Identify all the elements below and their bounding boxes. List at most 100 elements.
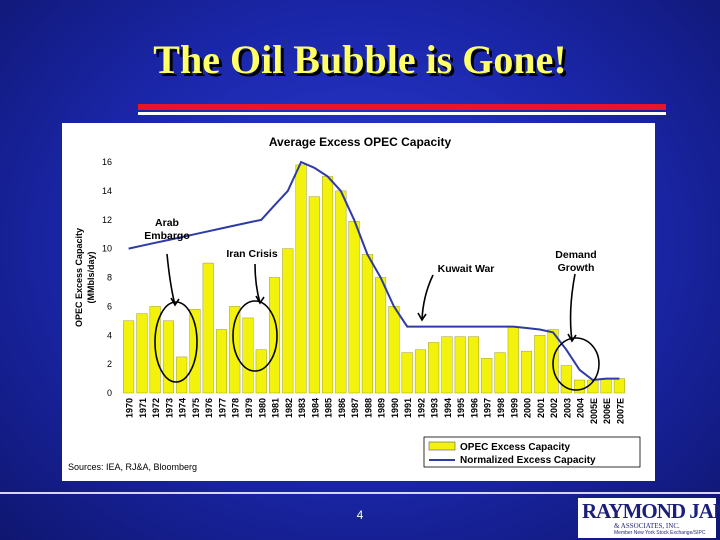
x-tick-label: 1973	[164, 398, 174, 418]
bar	[481, 358, 493, 394]
annotation-circle	[552, 337, 600, 391]
logo-name: RAYMOND JAMES	[582, 499, 720, 523]
bar	[123, 320, 135, 394]
x-tick-label: 1987	[350, 398, 360, 418]
bar	[282, 248, 294, 394]
annotation-label: Iran Crisis	[226, 248, 278, 260]
x-tick-label: 1974	[178, 398, 188, 418]
bar	[189, 309, 201, 394]
legend-label-line: Normalized Excess Capacity	[460, 455, 596, 466]
x-tick-label: 1997	[483, 398, 493, 418]
bar	[600, 378, 612, 394]
annotation-arrow	[166, 253, 176, 306]
logo-subtitle: & ASSOCIATES, INC.	[614, 522, 680, 530]
bar	[242, 317, 254, 394]
y-tick-label: 10	[102, 244, 112, 254]
annotation-label: Embargo	[144, 230, 190, 242]
bar	[295, 164, 307, 394]
bar	[507, 326, 519, 394]
bar	[441, 336, 453, 394]
annotation-label: Growth	[558, 262, 595, 274]
x-tick-label: 2003	[562, 398, 572, 418]
bar	[335, 190, 347, 394]
bars	[123, 164, 625, 394]
chart-panel: Average Excess OPEC Capacity OPEC Excess…	[62, 123, 655, 481]
legend-swatch-bar	[428, 441, 456, 451]
x-tick-label: 2002	[549, 398, 559, 418]
x-tick-label: 1972	[151, 398, 161, 418]
x-tick-label: 2006E	[602, 398, 612, 424]
x-tick-label: 2004	[576, 398, 586, 418]
x-tick-label: 1980	[257, 398, 267, 418]
x-tick-label: 1981	[271, 398, 281, 418]
x-tick-label: 1993	[430, 398, 440, 418]
logo-tagline: Member New York Stock Exchange/SIPC	[614, 530, 706, 536]
x-tick-label: 1970	[125, 398, 135, 418]
annotation-arrowhead	[567, 333, 577, 343]
annotation-label: Arab	[155, 217, 179, 229]
bar	[613, 378, 625, 394]
y-tick-label: 16	[102, 157, 112, 167]
x-tick-label: 1988	[363, 398, 373, 418]
chart-source: Sources: IEA, RJ&A, Bloomberg	[68, 462, 197, 472]
bar	[162, 320, 174, 394]
x-tick-label: 2005E	[589, 398, 599, 424]
x-tick-label: 1996	[469, 398, 479, 418]
annotation-label: Demand	[555, 249, 596, 261]
x-tick-label: 1971	[138, 398, 148, 418]
bar	[136, 313, 148, 394]
y-axis-title: OPEC Excess Capacity (MMbls/day)	[74, 228, 96, 327]
x-tick-label: 1989	[377, 398, 387, 418]
x-tick-label: 2007E	[615, 398, 625, 424]
legend-label-bar: OPEC Excess Capacity	[460, 442, 570, 453]
y-axis-title-line: OPEC Excess Capacity	[74, 228, 84, 327]
x-tick-label: 1976	[204, 398, 214, 418]
annotation-label: Kuwait War	[438, 263, 495, 275]
bar	[574, 379, 586, 394]
x-tick-label: 1995	[456, 398, 466, 418]
bar	[401, 352, 413, 394]
x-tick-label: 2000	[523, 398, 533, 418]
x-axis: 1970 1971 1972 1973 1974 1975 1976 1977 1978 1979…	[125, 398, 626, 424]
x-tick-label: 1975	[191, 398, 201, 418]
x-tick-label: 1992	[416, 398, 426, 418]
x-tick-label: 1979	[244, 398, 254, 418]
title-rule-red	[138, 104, 666, 110]
x-tick-label: 1985	[324, 398, 334, 418]
x-tick-label: 1984	[310, 398, 320, 418]
annotation-arrow	[569, 273, 576, 342]
bar	[269, 277, 281, 394]
annotation-circle	[154, 301, 198, 383]
y-axis-title-line: (MMbls/day)	[86, 251, 96, 303]
y-tick-label: 14	[102, 186, 112, 196]
x-tick-label: 1986	[337, 398, 347, 418]
bar	[454, 336, 466, 394]
x-tick-label: 2001	[536, 398, 546, 418]
bar	[388, 306, 400, 394]
y-tick-label: 2	[107, 359, 112, 369]
bar	[534, 335, 546, 394]
bar	[494, 352, 506, 394]
x-tick-label: 1978	[231, 398, 241, 418]
legend-frame	[423, 436, 641, 468]
annotation-arrowhead	[255, 295, 265, 305]
footer-rule	[0, 492, 720, 494]
x-tick-label: 1999	[509, 398, 519, 418]
y-tick-label: 6	[107, 301, 112, 311]
x-tick-label: 1994	[443, 398, 453, 418]
bar	[308, 196, 320, 394]
bar	[176, 356, 188, 394]
x-tick-label: 1983	[297, 398, 307, 418]
y-tick-label: 8	[107, 273, 112, 283]
y-axis: 0 2 4 6 8 10 12 14 16	[102, 157, 112, 398]
annotation-circle	[232, 300, 278, 372]
bar	[348, 220, 360, 394]
bar	[215, 329, 227, 394]
annotation-arrowhead	[417, 312, 427, 322]
annotation-arrowhead	[170, 297, 180, 307]
bar	[428, 342, 440, 394]
legend: OPEC Excess Capacity Normalized Excess C…	[423, 436, 641, 468]
annotation-arrow	[421, 274, 434, 321]
x-tick-label: 1977	[217, 398, 227, 418]
y-tick-label: 4	[107, 330, 112, 340]
